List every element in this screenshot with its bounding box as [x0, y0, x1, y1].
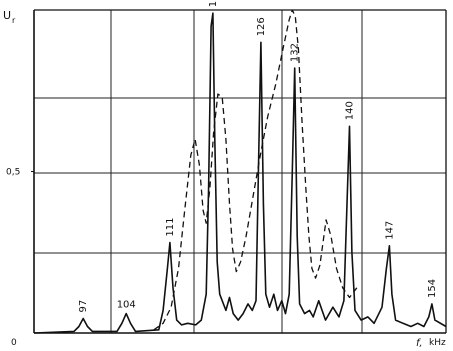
y-axis-label-subscript: r: [12, 16, 16, 25]
peak-label-104: 104: [117, 300, 136, 311]
y-axis-label: U: [3, 9, 11, 22]
grid-lines: [34, 10, 446, 333]
peak-label-154: 154: [427, 279, 438, 298]
peak-label-126: 126: [256, 17, 267, 36]
y-tick-label-1: 0,5: [6, 168, 20, 178]
origin-label: 0: [11, 338, 17, 348]
series-group: [33, 9, 447, 334]
axis-labels: U r 0 f, kHz: [3, 9, 446, 349]
x-axis-symbol: f,: [416, 338, 423, 349]
axes: 0,5: [6, 9, 447, 334]
peak-label-132: 132: [290, 43, 301, 62]
peak-label-140: 140: [344, 101, 355, 120]
series-dashed-line: [153, 9, 358, 331]
peak-label-118: 118: [208, 0, 219, 7]
peak-label-147: 147: [384, 221, 395, 240]
peak-label-111: 111: [165, 217, 176, 236]
series-solid-line: [33, 12, 447, 334]
peak-label-97: 97: [78, 300, 89, 313]
peak-labels: 97 104 111 118 126 132 140 147 154: [78, 0, 438, 312]
x-axis-unit: kHz: [429, 338, 446, 348]
